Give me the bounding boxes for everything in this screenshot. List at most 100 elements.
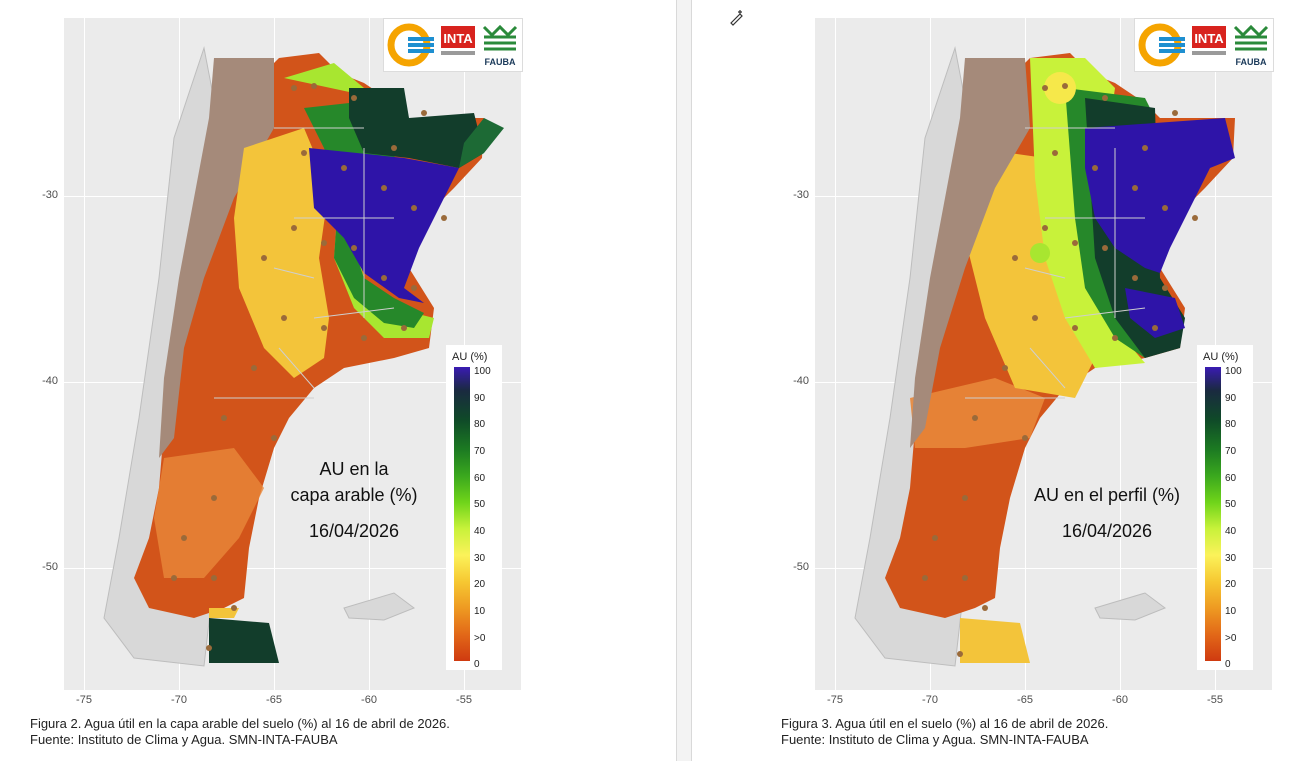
station-dot	[221, 415, 227, 421]
lime-spot	[1030, 243, 1050, 263]
station-dot	[1022, 435, 1028, 441]
logo-graphic: INTA FAUBA	[387, 23, 518, 67]
legend-label: 100	[474, 366, 491, 377]
station-dot	[441, 215, 447, 221]
legend-label: 70	[474, 446, 486, 457]
station-dot	[982, 605, 988, 611]
tierra-del-fuego	[209, 608, 239, 618]
station-dot	[1062, 83, 1068, 89]
station-dot	[321, 240, 327, 246]
y-tick-label: -30	[42, 189, 58, 201]
legend-label: 40	[474, 526, 486, 537]
station-dot	[1172, 110, 1178, 116]
soil-water-map	[103, 46, 504, 667]
map-plot-area	[64, 18, 521, 690]
legend-label: 80	[474, 419, 486, 430]
station-dot	[341, 165, 347, 171]
grid-line	[835, 18, 836, 690]
station-dot	[1102, 245, 1108, 251]
station-dot	[211, 575, 217, 581]
station-dot	[231, 605, 237, 611]
x-tick-label: -60	[1112, 694, 1128, 706]
legend-label: 90	[474, 393, 486, 404]
grid-line	[84, 18, 85, 690]
station-dot	[962, 495, 968, 501]
legend-label: 20	[1225, 579, 1237, 590]
province-border	[214, 127, 395, 399]
station-dot	[932, 535, 938, 541]
blue-zone	[1085, 118, 1235, 273]
station-dot	[251, 365, 257, 371]
legend-label: 0	[474, 659, 480, 670]
panel-divider	[676, 0, 692, 761]
pen-cursor-icon	[730, 10, 743, 26]
caption-line2: Fuente: Instituto de Clima y Agua. SMN-I…	[30, 732, 338, 747]
station-dot	[1052, 150, 1058, 156]
station-dot	[1112, 335, 1118, 341]
station-dot	[1162, 205, 1168, 211]
x-tick-label: -60	[361, 694, 377, 706]
legend-label: 10	[474, 606, 486, 617]
figure-caption: Figura 2. Agua útil en la capa arable de…	[30, 716, 650, 748]
station-dot	[1142, 145, 1148, 151]
map-date: 16/04/2026	[308, 521, 400, 541]
inta-logo-bar	[1192, 51, 1226, 55]
station-dots	[171, 83, 447, 651]
station-dot	[1072, 325, 1078, 331]
y-tick-label: -50	[42, 561, 58, 573]
legend-label: 60	[474, 473, 486, 484]
station-dot	[962, 575, 968, 581]
station-dot	[1132, 275, 1138, 281]
station-dot	[181, 535, 187, 541]
station-dot	[1012, 255, 1018, 261]
station-dot	[171, 575, 177, 581]
x-tick-label: -75	[76, 694, 92, 706]
station-dot	[311, 83, 317, 89]
clima-logo-waves	[408, 37, 434, 53]
station-dot	[351, 95, 357, 101]
legend-label: 20	[474, 579, 486, 590]
legend-label: 30	[1225, 553, 1237, 564]
yellow-spot	[1044, 72, 1076, 104]
fauba-logo-text: FAUBA	[1236, 57, 1267, 67]
x-tick-label: -55	[1207, 694, 1223, 706]
tierra-del-fuego	[209, 618, 279, 663]
caption-line1: Figura 2. Agua útil en la capa arable de…	[30, 716, 450, 731]
station-dot	[1042, 85, 1048, 91]
station-dot	[411, 205, 417, 211]
yellow-zone	[234, 128, 329, 378]
legend-label: 40	[1225, 526, 1237, 537]
inta-logo-bar	[441, 51, 475, 55]
station-dot	[957, 651, 963, 657]
map-title-line2: capa arable (%)	[290, 485, 418, 505]
station-dot	[401, 325, 407, 331]
y-tick-label: -40	[42, 375, 58, 387]
x-tick-label: -75	[827, 694, 843, 706]
station-dot	[206, 645, 212, 651]
station-dot	[1102, 95, 1108, 101]
legend-label: 0	[1225, 659, 1231, 670]
station-dot	[381, 185, 387, 191]
darkgreen-zone	[349, 88, 484, 168]
station-dot	[1092, 165, 1098, 171]
brown-zone	[910, 58, 1030, 448]
legend-label: >0	[1225, 633, 1237, 644]
legend-title: AU (%)	[1203, 351, 1239, 363]
station-dot	[1072, 240, 1078, 246]
station-dot	[271, 435, 277, 441]
legend-label: 70	[1225, 446, 1237, 457]
legend-colorbar	[1205, 367, 1221, 661]
x-tick-label: -65	[266, 694, 282, 706]
figure-caption: Figura 3. Agua útil en el suelo (%) al 1…	[781, 716, 1301, 748]
x-tick-label: -65	[1017, 694, 1033, 706]
tierra-del-fuego	[960, 618, 1030, 663]
station-dot	[1162, 285, 1168, 291]
y-tick-label: -50	[793, 561, 809, 573]
legend-label: 60	[1225, 473, 1237, 484]
station-dot	[1042, 225, 1048, 231]
fauba-logo-mark	[1233, 24, 1269, 51]
station-dot	[351, 245, 357, 251]
station-dot	[281, 315, 287, 321]
fauba-logo-mark	[482, 24, 518, 51]
map-date: 16/04/2026	[1061, 521, 1153, 541]
